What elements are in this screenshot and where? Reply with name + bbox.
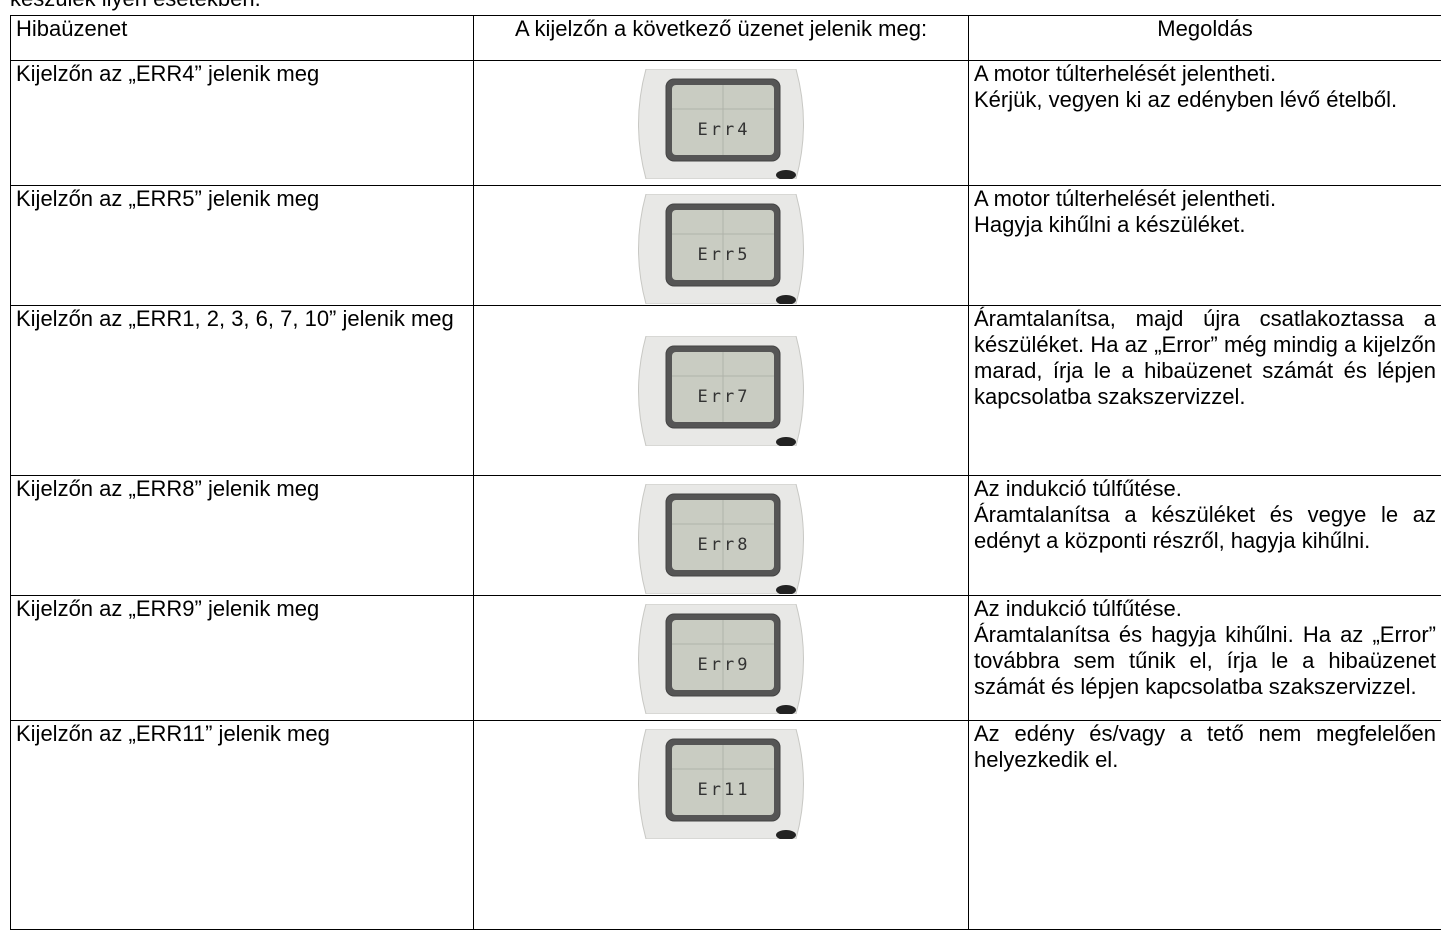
solution-text: Az indukció túlfűtése. <box>974 596 1436 622</box>
solution-text: A motor túlterhelését jelentheti. <box>974 61 1436 87</box>
table-row: Kijelzőn az „ERR5” jelenik meg Err5 A moto… <box>11 186 1441 306</box>
solution-cell: Az indukció túlfűtése.Áramtalanítsa a ké… <box>969 476 1441 596</box>
error-message: Kijelzőn az „ERR8” jelenik meg <box>11 476 474 596</box>
display-cell: Err4 <box>474 61 969 186</box>
solution-text: Hagyja kihűlni a készüléket. <box>974 212 1436 238</box>
intro-text: készülék ilyen esetekben. <box>10 0 261 12</box>
header-cell: A kijelzőn a következő üzenet jelenik me… <box>474 16 969 61</box>
header-cell: Megoldás <box>969 16 1441 61</box>
solution-cell: A motor túlterhelését jelentheti.Kérjük,… <box>969 61 1441 186</box>
error-table: Hibaüzenet A kijelzőn a következő üzenet… <box>10 15 1441 930</box>
solution-text: Az indukció túlfűtése. <box>974 476 1436 502</box>
solution-text: Az edény és/vagy a tető nem megfelelően … <box>974 721 1436 773</box>
table-body: Kijelzőn az „ERR4” jelenik meg Err4 A moto… <box>11 61 1441 930</box>
solution-cell: Az edény és/vagy a tető nem megfelelően … <box>969 721 1441 930</box>
solution-text: Áramtalanítsa, majd újra csatlakoztassa … <box>974 306 1436 410</box>
display-image: Err7 <box>636 336 806 446</box>
display-image: Err8 <box>636 484 806 594</box>
header-cell: Hibaüzenet <box>11 16 474 61</box>
lcd-text: Err4 <box>698 120 751 140</box>
solution-text: Kérjük, vegyen ki az edényben lévő ételb… <box>974 87 1436 113</box>
lcd-text: Err7 <box>698 387 751 407</box>
solution-text: Áramtalanítsa a készüléket és vegye le a… <box>974 502 1436 554</box>
lcd-text: Err5 <box>698 245 751 265</box>
table-row: Kijelzőn az „ERR11” jelenik meg Er11 Az ed… <box>11 721 1441 930</box>
solution-cell: Áramtalanítsa, majd újra csatlakoztassa … <box>969 306 1441 476</box>
solution-text: A motor túlterhelését jelentheti. <box>974 186 1436 212</box>
display-cell: Err9 <box>474 596 969 721</box>
solution-cell: A motor túlterhelését jelentheti.Hagyja … <box>969 186 1441 306</box>
error-message: Kijelzőn az „ERR5” jelenik meg <box>11 186 474 306</box>
table-row: Kijelzőn az „ERR9” jelenik meg Err9 Az ind… <box>11 596 1441 721</box>
header-row: Hibaüzenet A kijelzőn a következő üzenet… <box>11 16 1441 61</box>
display-cell: Er11 <box>474 721 969 930</box>
error-message: Kijelzőn az „ERR11” jelenik meg <box>11 721 474 930</box>
error-message: Kijelzőn az „ERR4” jelenik meg <box>11 61 474 186</box>
table-row: Kijelzőn az „ERR8” jelenik meg Err8 Az ind… <box>11 476 1441 596</box>
display-image: Er11 <box>636 729 806 839</box>
display-cell: Err7 <box>474 306 969 476</box>
display-cell: Err8 <box>474 476 969 596</box>
display-cell: Err5 <box>474 186 969 306</box>
display-image: Err9 <box>636 604 806 714</box>
solution-text: Áramtalanítsa és hagyja kihűlni. Ha az „… <box>974 622 1436 700</box>
lcd-text: Err9 <box>698 655 751 675</box>
solution-cell: Az indukció túlfűtése.Áramtalanítsa és h… <box>969 596 1441 721</box>
error-message: Kijelzőn az „ERR9” jelenik meg <box>11 596 474 721</box>
lcd-text: Err8 <box>698 535 751 555</box>
display-image: Err4 <box>636 69 806 179</box>
lcd-text: Er11 <box>698 780 751 800</box>
error-message: Kijelzőn az „ERR1, 2, 3, 6, 7, 10” jelen… <box>11 306 474 476</box>
table-row: Kijelzőn az „ERR4” jelenik meg Err4 A moto… <box>11 61 1441 186</box>
display-image: Err5 <box>636 194 806 304</box>
table-row: Kijelzőn az „ERR1, 2, 3, 6, 7, 10” jelen… <box>11 306 1441 476</box>
